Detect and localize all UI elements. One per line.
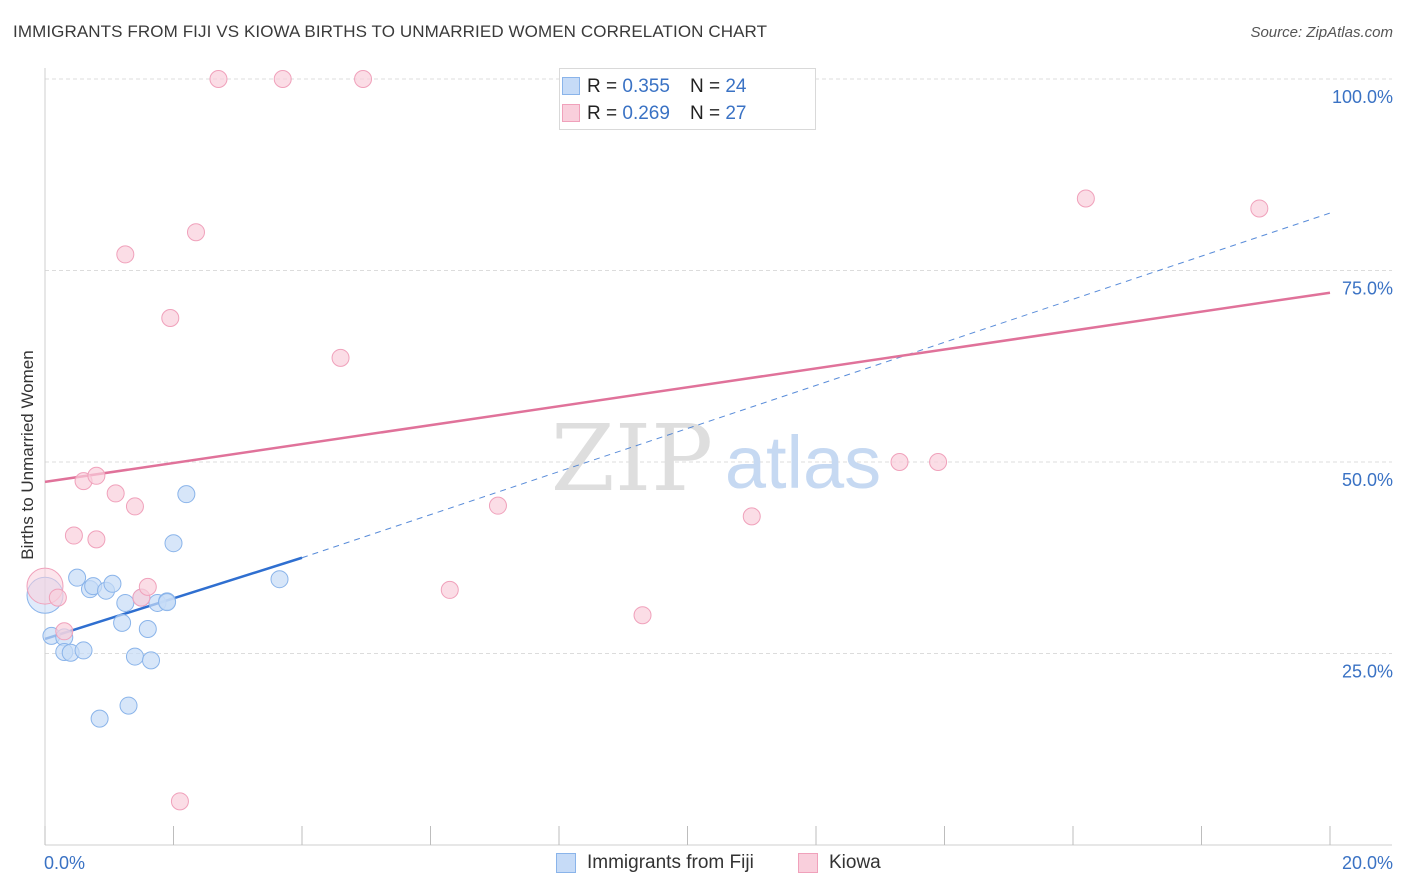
r-label: R =	[587, 76, 618, 97]
y-tick-label: 25.0%	[1342, 662, 1393, 682]
fiji-trend-extension	[301, 212, 1331, 559]
watermark-atlas: atlas	[725, 421, 881, 504]
n-label: N =	[689, 103, 721, 124]
kiowa-legend-swatch	[798, 853, 818, 873]
fiji-point	[177, 485, 196, 504]
kiowa-point	[273, 70, 292, 88]
kiowa-point	[440, 580, 459, 599]
legend-item-kiowa[interactable]: Kiowa	[798, 852, 881, 874]
fiji-swatch	[562, 77, 580, 95]
kiowa-point	[929, 453, 948, 471]
kiowa-point	[138, 577, 157, 596]
kiowa-point	[1250, 199, 1269, 218]
kiowa-point	[64, 526, 83, 545]
chart-title: IMMIGRANTS FROM FIJI VS KIOWA BIRTHS TO …	[13, 22, 768, 41]
zipatlas-watermark: ZIP atlas	[551, 405, 881, 512]
kiowa-point	[488, 496, 507, 515]
legend-label-fiji: Immigrants from Fiji	[587, 852, 754, 873]
kiowa-point	[890, 453, 909, 471]
watermark-zip: ZIP	[551, 405, 713, 512]
kiowa-point	[87, 530, 106, 549]
fiji-point	[68, 568, 87, 587]
kiowa-point	[161, 308, 180, 327]
kiowa-point	[106, 484, 125, 503]
axes	[44, 68, 1392, 846]
legend-label-kiowa: Kiowa	[829, 852, 881, 873]
n-value: 27	[725, 103, 747, 124]
tick-labels: 25.0% 50.0% 75.0% 100.0% 0.0% 20.0%	[44, 87, 1393, 873]
legend-item-fiji[interactable]: Immigrants from Fiji	[556, 852, 754, 874]
source-label[interactable]: Source: ZipAtlas.com	[1250, 24, 1393, 41]
kiowa-point	[87, 466, 106, 485]
r-value: 0.355	[622, 76, 670, 97]
kiowa-point	[1076, 189, 1095, 208]
n-label: N =	[689, 76, 721, 97]
kiowa-point	[742, 507, 761, 526]
kiowa-point	[48, 588, 67, 607]
y-tick-label: 50.0%	[1342, 470, 1393, 490]
kiowa-point	[209, 70, 228, 88]
n-value: 24	[725, 76, 747, 97]
kiowa-point	[170, 792, 189, 811]
fiji-point	[142, 651, 161, 670]
fiji-point	[116, 593, 135, 612]
fiji-point	[164, 534, 183, 553]
fiji-point	[158, 593, 177, 612]
stats-legend: R = 0.355 N = 24 R = 0.269 N = 27	[559, 68, 816, 130]
r-label: R =	[587, 103, 618, 124]
kiowa-trend-line	[44, 291, 1331, 484]
kiowa-point	[125, 497, 144, 516]
stats-row-fiji: R = 0.355 N = 24	[562, 75, 747, 99]
fiji-legend-swatch	[556, 853, 576, 873]
fiji-point	[103, 574, 122, 593]
series-legend: Immigrants from Fiji Kiowa	[0, 852, 1406, 876]
y-tick-label: 75.0%	[1342, 279, 1393, 299]
fiji-point	[119, 696, 138, 715]
fiji-point	[138, 619, 157, 638]
kiowa-point	[633, 606, 652, 625]
fiji-point	[90, 709, 109, 728]
x-tick-label: 20.0%	[1342, 853, 1393, 873]
kiowa-point	[354, 70, 373, 88]
r-value: 0.269	[622, 103, 670, 124]
fiji-point	[270, 570, 289, 589]
kiowa-point	[55, 622, 74, 641]
fiji-point	[125, 647, 144, 666]
gridlines	[45, 78, 1392, 654]
fiji-point	[74, 641, 93, 660]
kiowa-point	[331, 348, 350, 367]
kiowa-swatch	[562, 104, 580, 122]
y-tick-label: 100.0%	[1332, 87, 1393, 107]
kiowa-point	[186, 223, 205, 242]
fiji-point	[113, 613, 132, 632]
data-points	[26, 70, 1269, 811]
stats-row-kiowa: R = 0.269 N = 27	[562, 102, 747, 126]
x-tick-label: 0.0%	[44, 853, 85, 873]
kiowa-point	[116, 245, 135, 264]
